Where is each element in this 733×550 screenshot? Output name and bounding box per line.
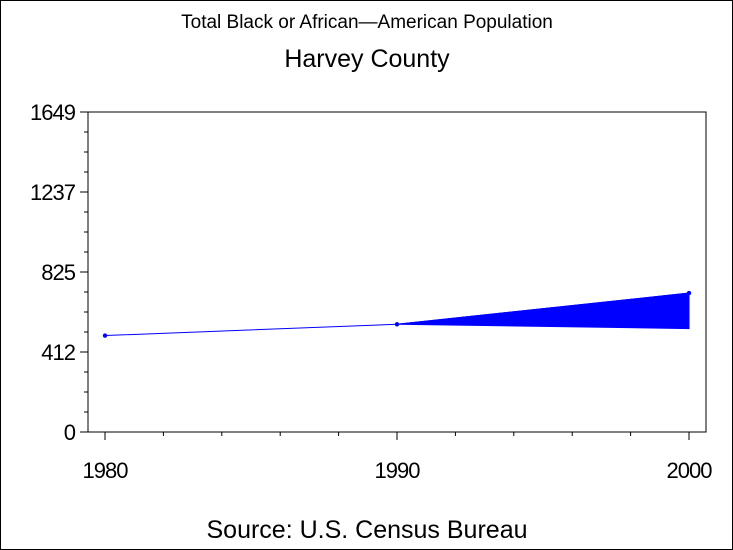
band-layer [396,292,690,330]
y-axis: 0 412 825 1237 1649 [30,100,88,445]
data-point [686,290,692,296]
source-footnote: Source: U.S. Census Bureau [207,516,528,544]
y-tick-label: 1649 [30,100,76,125]
y-tick-label: 412 [41,340,75,365]
data-point [102,333,108,338]
y-tick-label: 825 [41,260,75,285]
x-tick-label: 2000 [667,458,713,483]
x-tick-label: 1990 [375,458,421,483]
x-tick-label: 1980 [83,458,129,483]
chart-title: Total Black or African—American Populati… [181,12,553,33]
plot-area [87,111,707,433]
y-tick-label: 0 [64,420,76,445]
y-tick-label: 1237 [30,180,76,205]
x-axis: 1980 1990 2000 [83,432,713,483]
chart-subtitle: Harvey County [284,45,450,73]
data-point [394,322,400,327]
shaded-band [396,292,690,330]
series-layer [102,290,692,338]
